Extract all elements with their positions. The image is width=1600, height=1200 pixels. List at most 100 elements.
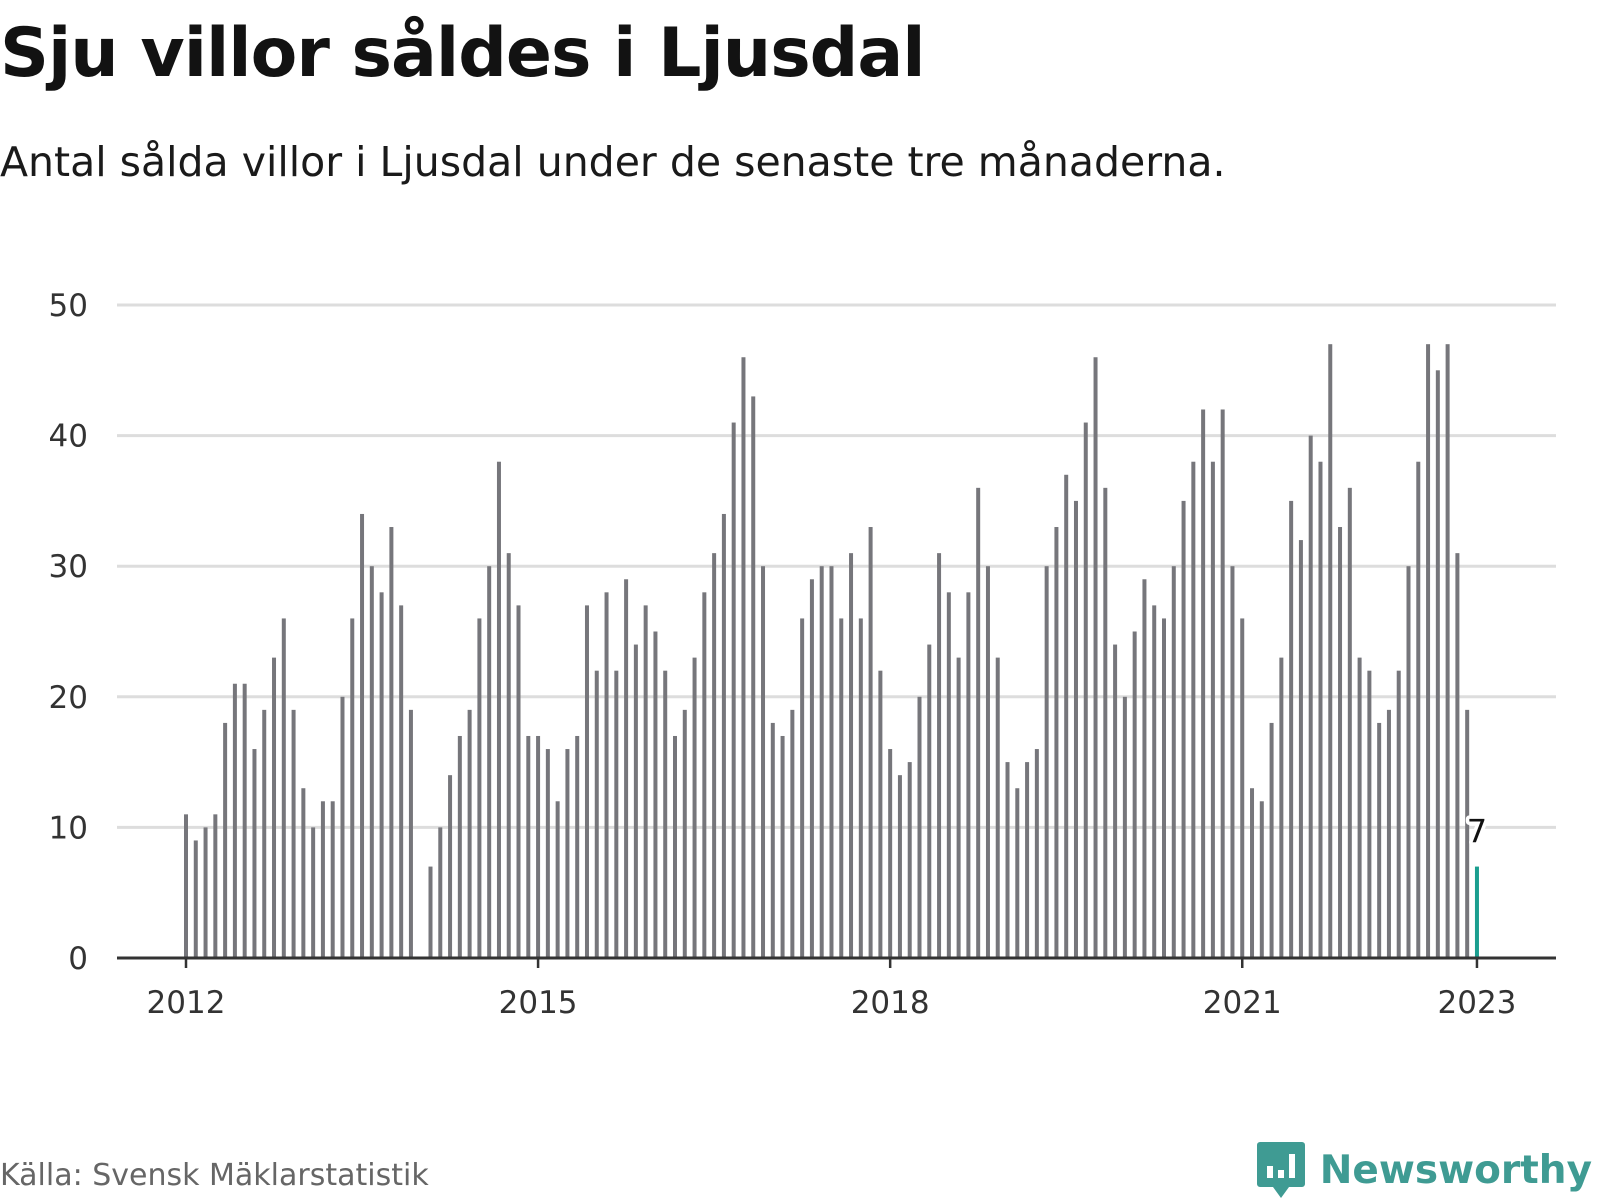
brand-name: Newsworthy	[1319, 1147, 1592, 1193]
bar	[956, 657, 961, 958]
bar	[1230, 566, 1235, 958]
grid-lines	[117, 303, 1556, 829]
bar	[555, 801, 560, 958]
bar	[1298, 540, 1303, 958]
brand-logo: Newsworthy	[1256, 1140, 1592, 1200]
bar	[389, 527, 394, 958]
bar	[1191, 461, 1196, 958]
bar	[457, 735, 462, 958]
bar	[721, 513, 726, 958]
bar	[731, 422, 736, 958]
bar	[545, 749, 550, 958]
x-axis-ticks: 2012 2015 2018 2021 2023	[147, 958, 1516, 1021]
bar-chart-speech-bubble-icon	[1256, 1142, 1305, 1198]
y-tick-label: 50	[49, 288, 88, 324]
bar	[1210, 461, 1215, 958]
bar	[360, 513, 365, 958]
bar	[242, 683, 247, 958]
bar	[1132, 631, 1137, 958]
bar	[927, 644, 932, 958]
x-tick-label: 2015	[499, 985, 578, 1021]
bar	[673, 735, 677, 958]
bar	[340, 696, 345, 958]
bar	[937, 553, 942, 958]
bar	[262, 709, 267, 958]
bar	[203, 827, 208, 958]
bar	[946, 592, 951, 958]
bar	[496, 461, 501, 958]
bar	[1122, 696, 1127, 958]
bar	[614, 670, 619, 958]
bar	[213, 814, 218, 958]
bar	[1338, 527, 1343, 958]
bar	[643, 605, 648, 958]
bar	[1318, 461, 1323, 958]
bar	[995, 657, 1000, 958]
bar	[682, 709, 687, 958]
bar	[1357, 657, 1362, 958]
bar	[858, 618, 863, 958]
bar	[1025, 762, 1030, 958]
x-tick-label: 2018	[851, 985, 930, 1021]
bar	[252, 749, 257, 958]
bar	[379, 592, 384, 958]
bar	[408, 709, 413, 958]
bar	[751, 396, 756, 958]
bar	[584, 605, 589, 958]
bar	[800, 618, 805, 958]
bar	[536, 735, 541, 958]
bar	[604, 592, 609, 958]
bar	[565, 749, 570, 958]
highlight-value-label: 7	[1467, 813, 1487, 851]
bar	[976, 487, 981, 958]
bar	[1054, 527, 1059, 958]
bar	[1005, 762, 1010, 958]
bar	[1269, 722, 1274, 958]
bar	[301, 788, 306, 958]
bar	[741, 357, 746, 958]
bar	[1093, 357, 1098, 958]
bar	[320, 801, 325, 958]
bar	[1377, 722, 1382, 958]
highlight-bar	[1474, 866, 1479, 958]
bar	[223, 722, 228, 958]
bar	[1113, 644, 1118, 958]
bar	[1240, 618, 1245, 958]
bar	[1201, 409, 1206, 959]
bar	[1455, 553, 1460, 958]
y-tick-label: 40	[49, 419, 88, 455]
bar	[878, 670, 883, 958]
bar	[1386, 709, 1391, 958]
bar	[966, 592, 971, 958]
bar	[1064, 474, 1069, 958]
bar	[1416, 461, 1421, 958]
bar	[526, 735, 531, 958]
bar	[1347, 487, 1352, 958]
bar	[467, 709, 472, 958]
bar	[985, 566, 990, 958]
source-note: Källa: Svensk Mäklarstatistik	[0, 1158, 429, 1193]
y-axis-labels: 0 10 20 30 40 50	[49, 288, 88, 977]
bar	[1250, 788, 1255, 958]
bar	[1328, 344, 1333, 958]
bar	[633, 644, 638, 958]
bar	[575, 735, 580, 958]
bar	[399, 605, 404, 958]
bar	[193, 840, 198, 958]
bar	[477, 618, 482, 958]
bar	[1044, 566, 1049, 958]
bar	[1308, 435, 1313, 959]
chart-subtitle: Antal sålda villor i Ljusdal under de se…	[0, 138, 1226, 186]
bar	[1073, 500, 1078, 958]
bar	[917, 696, 922, 958]
bar	[1034, 749, 1039, 958]
bar	[232, 683, 237, 958]
bar	[438, 827, 443, 958]
bar	[1396, 670, 1401, 958]
bar	[1465, 709, 1470, 958]
bar	[1083, 422, 1088, 958]
bar	[506, 553, 511, 958]
y-tick-label: 30	[49, 549, 88, 585]
bar	[1015, 788, 1020, 958]
bar	[849, 553, 854, 958]
